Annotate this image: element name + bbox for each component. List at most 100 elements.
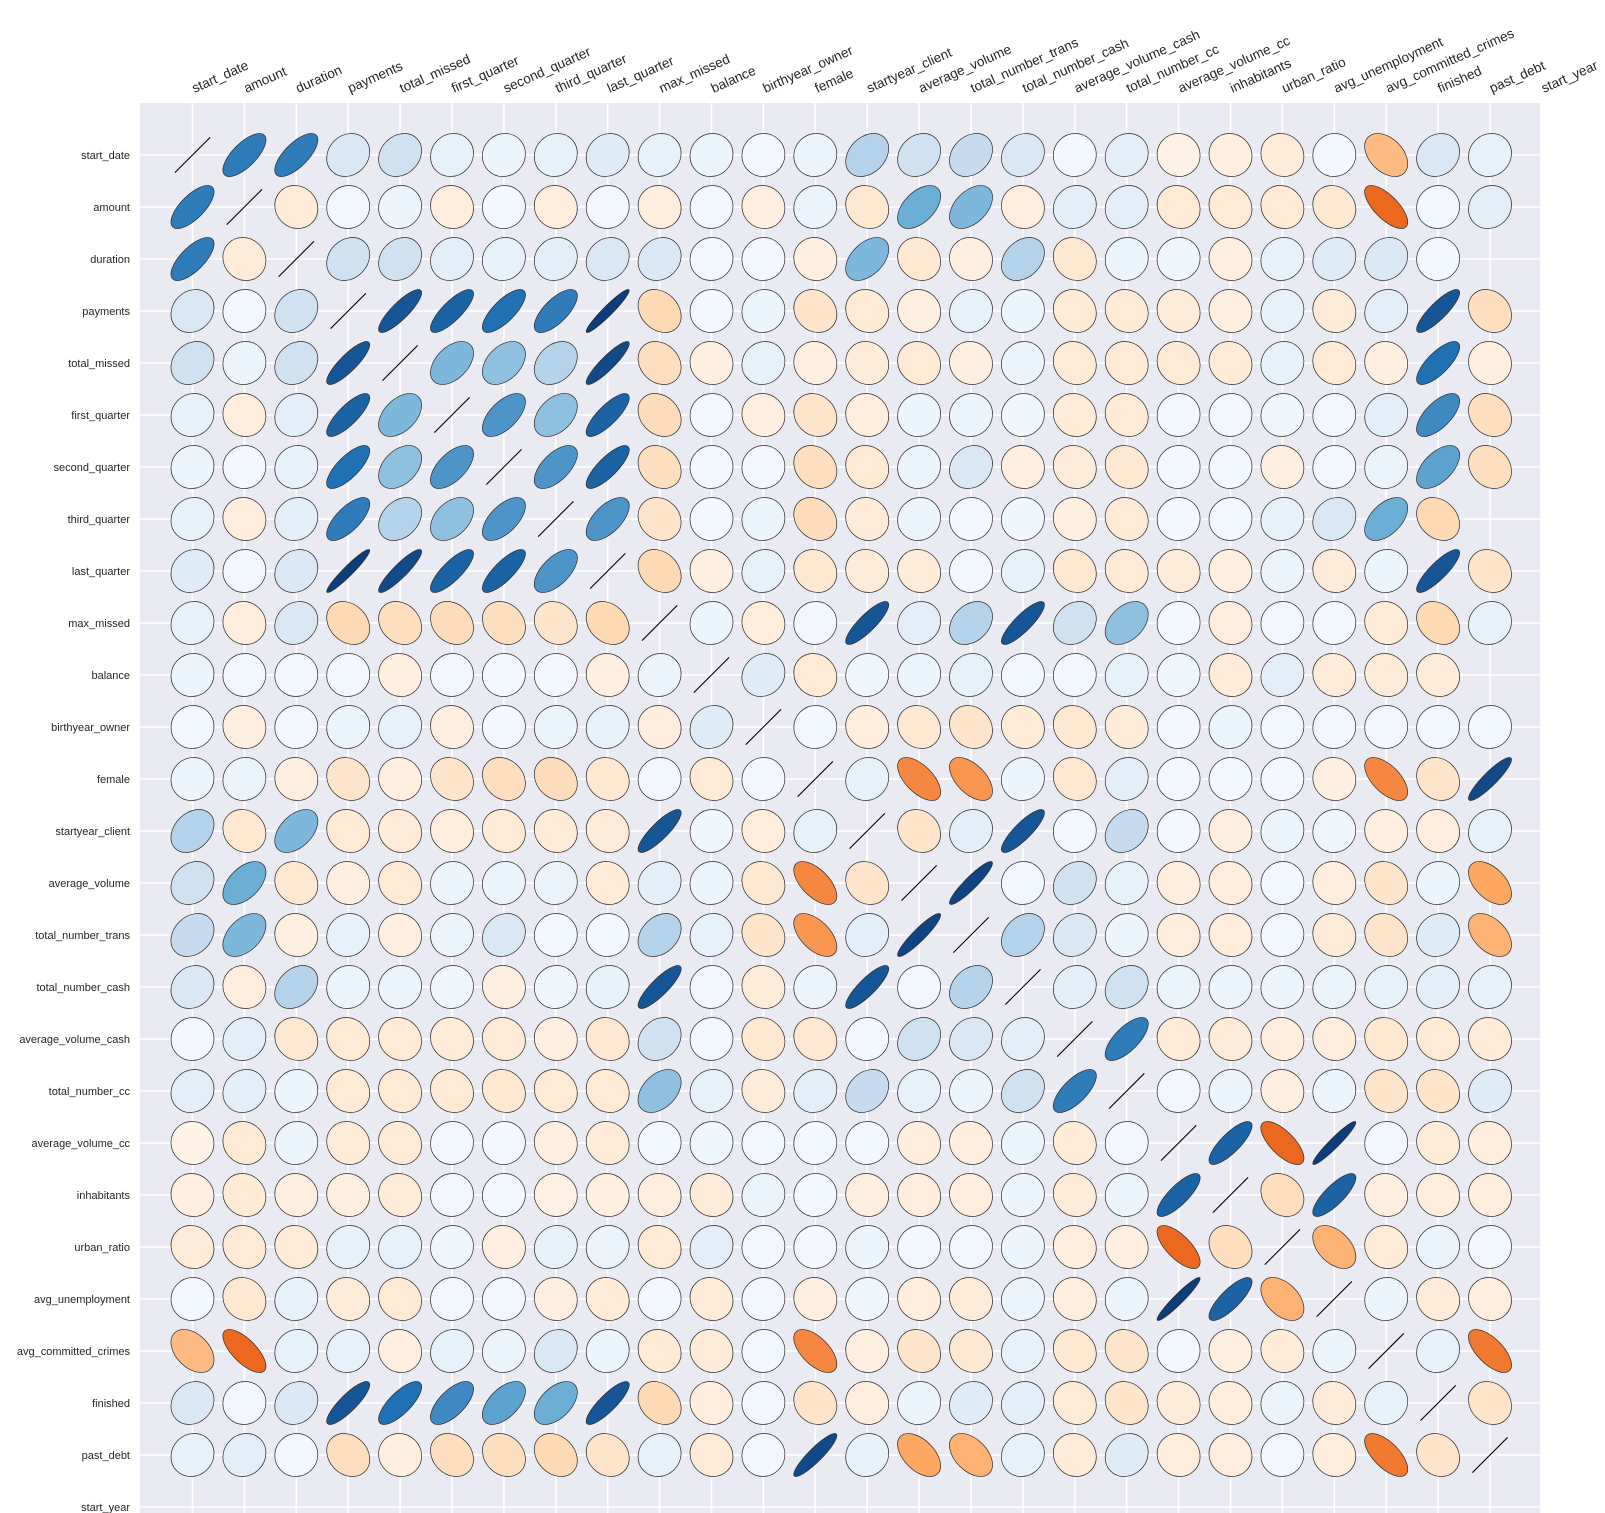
cell-urban_ratio-first_quarter [430, 1225, 474, 1269]
cell-avg_unemployment-inhabitants [1208, 1277, 1253, 1321]
cell-balance-first_quarter [430, 653, 474, 697]
cell-past_debt-second_quarter [482, 1433, 526, 1477]
cell-past_debt-avg_unemployment [1312, 1433, 1357, 1477]
cell-average_volume_cc-second_quarter [482, 1121, 526, 1165]
cell-female-finished [1416, 757, 1460, 801]
cell-inhabitants-startyear_client [845, 1173, 890, 1217]
cell-urban_ratio-second_quarter [482, 1225, 526, 1269]
cell-second_quarter-birthyear_owner [741, 445, 786, 489]
cell-urban_ratio-total_missed [378, 1225, 422, 1269]
cell-max_missed-amount [222, 601, 267, 645]
cell-avg_unemployment-second_quarter [482, 1277, 526, 1321]
cell-third_quarter-third_quarter [537, 500, 574, 538]
cell-startyear_client-amount [222, 809, 267, 853]
cell-birthyear_owner-inhabitants [1208, 705, 1253, 749]
cell-finished-female [793, 1381, 838, 1425]
cell-average_volume_cash-last_quarter [585, 1017, 630, 1061]
cell-inhabitants-amount [222, 1173, 267, 1217]
cell-inhabitants-total_number_cc [1104, 1173, 1149, 1217]
cell-payments-past_debt [1468, 289, 1512, 333]
y-tick-label-startyear_client: startyear_client [55, 826, 130, 838]
cell-total_number_cash-average_volume_cash [1052, 965, 1097, 1009]
cell-second_quarter-start_date [170, 445, 215, 489]
cell-average_volume_cash-average_volume [897, 1017, 941, 1061]
cell-urban_ratio-average_volume_cash [1052, 1225, 1097, 1269]
cell-start_date-birthyear_owner [741, 133, 786, 177]
cell-avg_unemployment-start_date [170, 1277, 215, 1321]
cell-average_volume_cash-total_number_trans [949, 1017, 993, 1061]
cell-total_missed-total_number_trans [949, 341, 993, 385]
cell-finished-balance [689, 1381, 734, 1425]
cell-avg_unemployment-female [793, 1277, 838, 1321]
cell-second_quarter-third_quarter [533, 445, 578, 489]
cell-total_number_cc-total_number_cash [1001, 1069, 1045, 1113]
cell-total_number_cc-average_volume [897, 1069, 941, 1113]
cell-inhabitants-last_quarter [585, 1173, 630, 1217]
cell-first_quarter-avg_unemployment [1312, 393, 1357, 437]
cell-first_quarter-startyear_client [845, 393, 890, 437]
cell-start_date-total_number_trans [949, 133, 993, 177]
cell-second_quarter-balance [689, 445, 734, 489]
cell-finished-avg_committed_crimes [1364, 1381, 1409, 1425]
cell-total_number_cc-max_missed [637, 1069, 682, 1113]
cell-avg_committed_crimes-total_number_cc [1104, 1329, 1149, 1373]
cell-total_number_cash-last_quarter [585, 965, 630, 1009]
cell-past_debt-first_quarter [430, 1433, 474, 1477]
cell-first_quarter-birthyear_owner [741, 393, 786, 437]
cell-past_debt-average_volume [897, 1433, 941, 1477]
cell-third_quarter-female [793, 497, 838, 541]
cell-avg_committed_crimes-average_volume_cc [1156, 1329, 1201, 1373]
cell-inhabitants-total_number_trans [949, 1173, 993, 1217]
cell-startyear_client-average_volume_cash [1052, 809, 1097, 853]
cell-amount-total_number_trans [949, 185, 993, 229]
cell-avg_committed_crimes-third_quarter [533, 1329, 578, 1373]
cell-avg_unemployment-amount [222, 1277, 267, 1321]
cell-second_quarter-avg_unemployment [1312, 445, 1357, 489]
cell-amount-total_number_cash [1001, 185, 1045, 229]
cell-total_number_cc-average_volume_cash [1052, 1069, 1097, 1113]
cell-balance-total_number_cash [1001, 653, 1045, 697]
cell-birthyear_owner-duration [274, 705, 319, 749]
cell-avg_unemployment-payments [326, 1277, 371, 1321]
cell-total_number_cc-last_quarter [585, 1069, 630, 1113]
cell-start_date-inhabitants [1208, 133, 1253, 177]
cell-inhabitants-max_missed [637, 1173, 682, 1217]
cell-total_number_cash-start_date [170, 965, 215, 1009]
cell-balance-payments [326, 653, 371, 697]
cell-first_quarter-amount [222, 393, 267, 437]
cell-average_volume-last_quarter [585, 861, 630, 905]
cell-total_missed-duration [274, 341, 319, 385]
cell-female-past_debt [1468, 757, 1512, 801]
cell-total_missed-avg_committed_crimes [1364, 341, 1409, 385]
cell-payments-balance [689, 289, 734, 333]
cell-second_quarter-total_number_trans [949, 445, 993, 489]
cell-total_missed-first_quarter [430, 341, 474, 385]
x-tick-label-duration: duration [293, 62, 344, 96]
cell-average_volume-past_debt [1468, 861, 1512, 905]
y-tick-label-last_quarter: last_quarter [72, 566, 130, 578]
cell-finished-last_quarter [585, 1381, 630, 1425]
cell-avg_unemployment-max_missed [637, 1277, 682, 1321]
cell-avg_committed_crimes-past_debt [1468, 1329, 1512, 1373]
cell-inhabitants-payments [326, 1173, 371, 1217]
cell-total_missed-total_missed [382, 344, 419, 382]
cell-total_number_cash-payments [326, 965, 371, 1009]
cell-avg_unemployment-balance [689, 1277, 734, 1321]
cell-third_quarter-payments [326, 497, 371, 541]
y-tick-label-start_date: start_date [81, 150, 130, 162]
cell-third_quarter-start_date [170, 497, 215, 541]
cell-average_volume_cash-finished [1416, 1017, 1460, 1061]
cell-average_volume_cc-avg_committed_crimes [1364, 1121, 1409, 1165]
cell-average_volume_cash-total_number_cash [1001, 1017, 1045, 1061]
cell-second_quarter-inhabitants [1208, 445, 1253, 489]
cell-finished-startyear_client [845, 1381, 890, 1425]
cell-average_volume_cc-start_date [170, 1121, 215, 1165]
cell-amount-amount [226, 188, 263, 226]
cell-total_number_cash-average_volume [897, 965, 941, 1009]
cell-start_date-duration [274, 133, 319, 177]
cell-average_volume_cash-amount [222, 1017, 267, 1061]
cell-duration-first_quarter [430, 237, 474, 281]
cell-payments-female [793, 289, 838, 333]
cell-female-first_quarter [430, 757, 474, 801]
cell-total_number_trans-average_volume_cash [1052, 913, 1097, 957]
